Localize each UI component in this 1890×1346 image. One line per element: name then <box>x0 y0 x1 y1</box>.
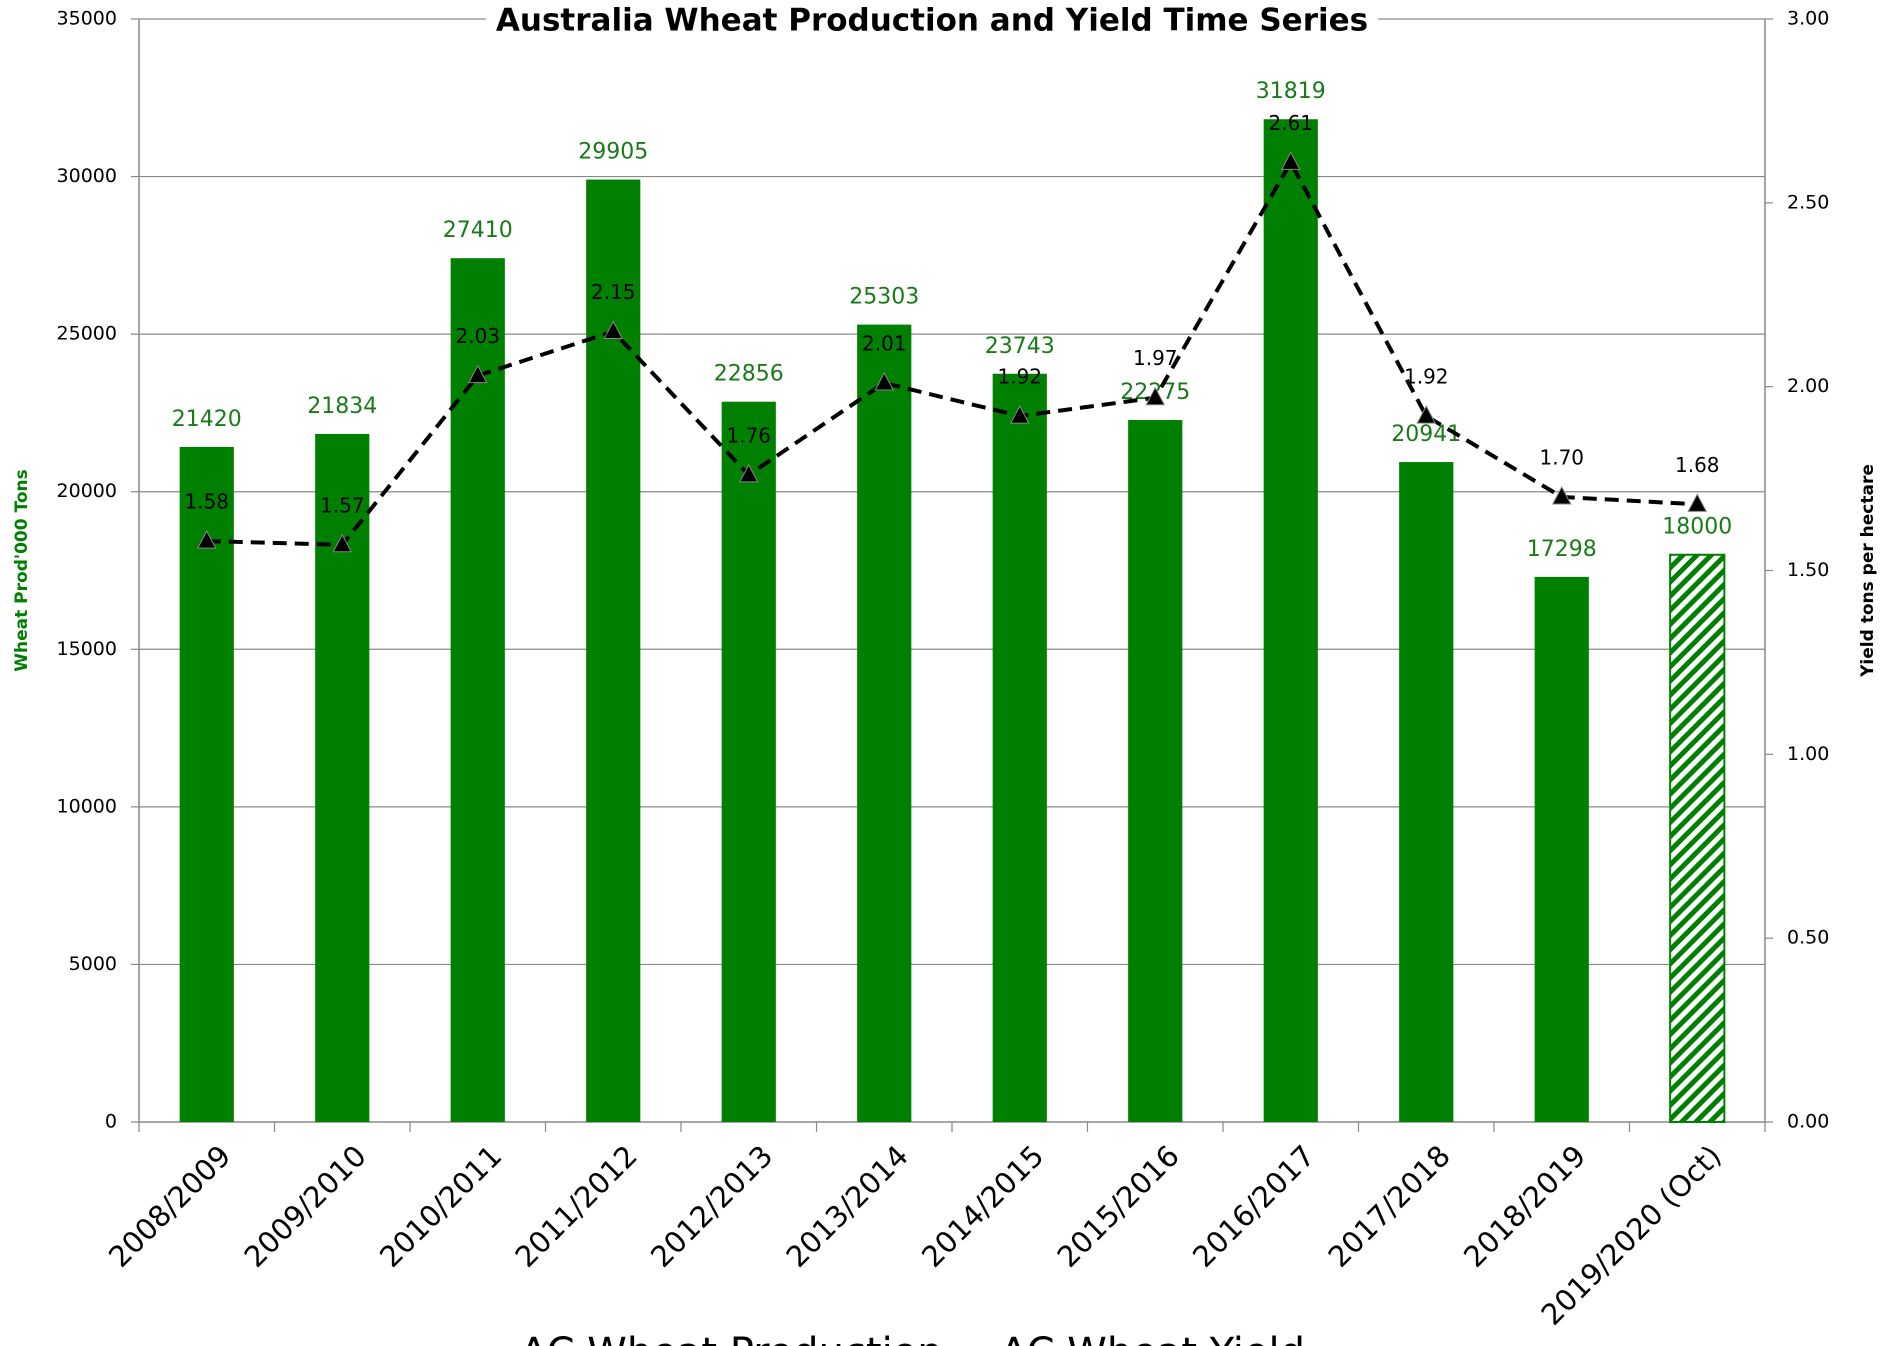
yield-line <box>206 158 1698 547</box>
yield-value-label: 1.57 <box>320 493 365 517</box>
bar-value-label: 21834 <box>307 394 377 419</box>
bar-value-label: 17298 <box>1527 537 1597 562</box>
yield-marker <box>1687 493 1708 512</box>
bar-value-label: 18000 <box>1662 515 1732 540</box>
x-tick-label: 2013/2014 <box>780 1139 915 1274</box>
yield-value-label: 1.68 <box>1675 453 1720 477</box>
x-tick-label: 2015/2016 <box>1051 1139 1186 1274</box>
y-tick-label: 35000 <box>57 8 117 30</box>
y-tick-label: 25000 <box>57 323 117 345</box>
title-background <box>485 0 1379 41</box>
yield-marker <box>1009 405 1030 424</box>
y2-tick-label: 0.50 <box>1787 927 1829 949</box>
yield-marker <box>1551 485 1572 505</box>
legend-label: AC Wheat Production <box>520 1330 943 1346</box>
y2-tick-label: 3.00 <box>1787 8 1829 30</box>
x-tick-label: 2016/2017 <box>1186 1139 1321 1274</box>
yield-marker <box>603 320 624 340</box>
legend-label: AC Wheat Yield <box>1000 1330 1305 1346</box>
yield-value-label: 2.03 <box>455 324 500 348</box>
yield-marker <box>196 530 217 549</box>
yield-value-label: 2.15 <box>591 280 636 304</box>
bar-value-label: 21420 <box>172 407 242 432</box>
yield-value-label: 2.01 <box>862 331 907 355</box>
x-tick-label: 2011/2012 <box>509 1139 644 1274</box>
x-tick-label: 2010/2011 <box>373 1139 508 1274</box>
bar-value-label: 25303 <box>849 285 919 310</box>
bar <box>179 446 234 1122</box>
y2-tick-label: 2.50 <box>1787 191 1829 213</box>
x-tick-label: 2017/2018 <box>1322 1139 1457 1274</box>
bar <box>1534 576 1589 1122</box>
bar-value-label: 23743 <box>985 334 1055 359</box>
x-tick-label: 2012/2013 <box>644 1139 779 1274</box>
yield-value-label: 1.97 <box>1133 346 1178 370</box>
bar-value-label: 27410 <box>443 218 513 243</box>
bar <box>857 324 912 1123</box>
yield-marker <box>738 463 759 483</box>
yield-value-label: 1.92 <box>1404 365 1449 389</box>
yield-value-label: 1.92 <box>997 365 1042 389</box>
bar <box>1128 420 1183 1122</box>
x-tick-label: 2018/2019 <box>1457 1139 1592 1274</box>
y2-tick-label: 1.50 <box>1787 559 1829 581</box>
bar <box>1669 553 1726 1123</box>
yield-marker <box>874 371 895 391</box>
y-tick-label: 5000 <box>69 953 117 975</box>
y-axis-label: Wheat Prod'000 Tons <box>12 469 32 671</box>
chart-title: Australia Wheat Production and Yield Tim… <box>496 3 1368 39</box>
y2-tick-label: 0.00 <box>1787 1111 1829 1133</box>
yield-marker <box>332 533 353 553</box>
y-tick-label: 15000 <box>57 638 117 660</box>
x-tick-label: 2014/2015 <box>915 1139 1050 1274</box>
y-tick-label: 10000 <box>57 795 117 817</box>
bar <box>1399 462 1454 1123</box>
y-tick-label: 20000 <box>57 480 117 502</box>
bar <box>721 401 776 1122</box>
bar-value-label: 20941 <box>1391 422 1461 447</box>
yield-marker <box>1416 405 1437 424</box>
bar-value-label: 29905 <box>578 140 648 165</box>
x-tick-label: 2008/2009 <box>102 1139 237 1274</box>
yield-value-label: 1.58 <box>184 490 229 514</box>
bar <box>450 258 505 1122</box>
yield-marker <box>1280 151 1301 170</box>
x-tick-label: 2009/2010 <box>238 1139 373 1274</box>
bar <box>1263 119 1318 1122</box>
y2-tick-label: 1.00 <box>1787 743 1829 765</box>
y-tick-label: 30000 <box>57 165 117 187</box>
yield-value-label: 1.76 <box>726 423 771 447</box>
yield-marker <box>467 364 488 384</box>
y2-tick-label: 2.00 <box>1787 375 1829 397</box>
bar-value-label: 31819 <box>1256 79 1326 104</box>
yield-value-label: 1.70 <box>1539 445 1584 469</box>
yield-value-label: 2.61 <box>1268 111 1313 135</box>
y-tick-label: 0 <box>105 1111 117 1133</box>
bar-value-label: 22856 <box>714 362 784 387</box>
bar <box>992 373 1047 1122</box>
yield-marker <box>1145 386 1166 406</box>
y2-axis-label: Yield tons per hectare <box>1858 464 1878 678</box>
